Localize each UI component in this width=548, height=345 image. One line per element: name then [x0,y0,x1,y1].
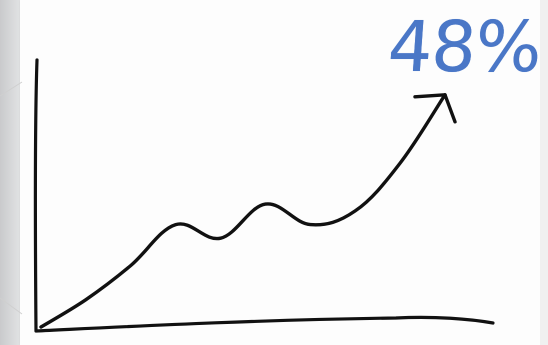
chart-axes [33,58,495,333]
background-edge-right [540,0,548,345]
background-edge-left [0,0,22,345]
paper-sheet [20,0,540,345]
background-line-left-top [0,81,23,97]
growth-percentage-label: 48% [385,6,544,88]
background-line-left-bottom [0,297,23,315]
trend-arrowhead [413,93,457,124]
trend-series-line [39,93,447,329]
